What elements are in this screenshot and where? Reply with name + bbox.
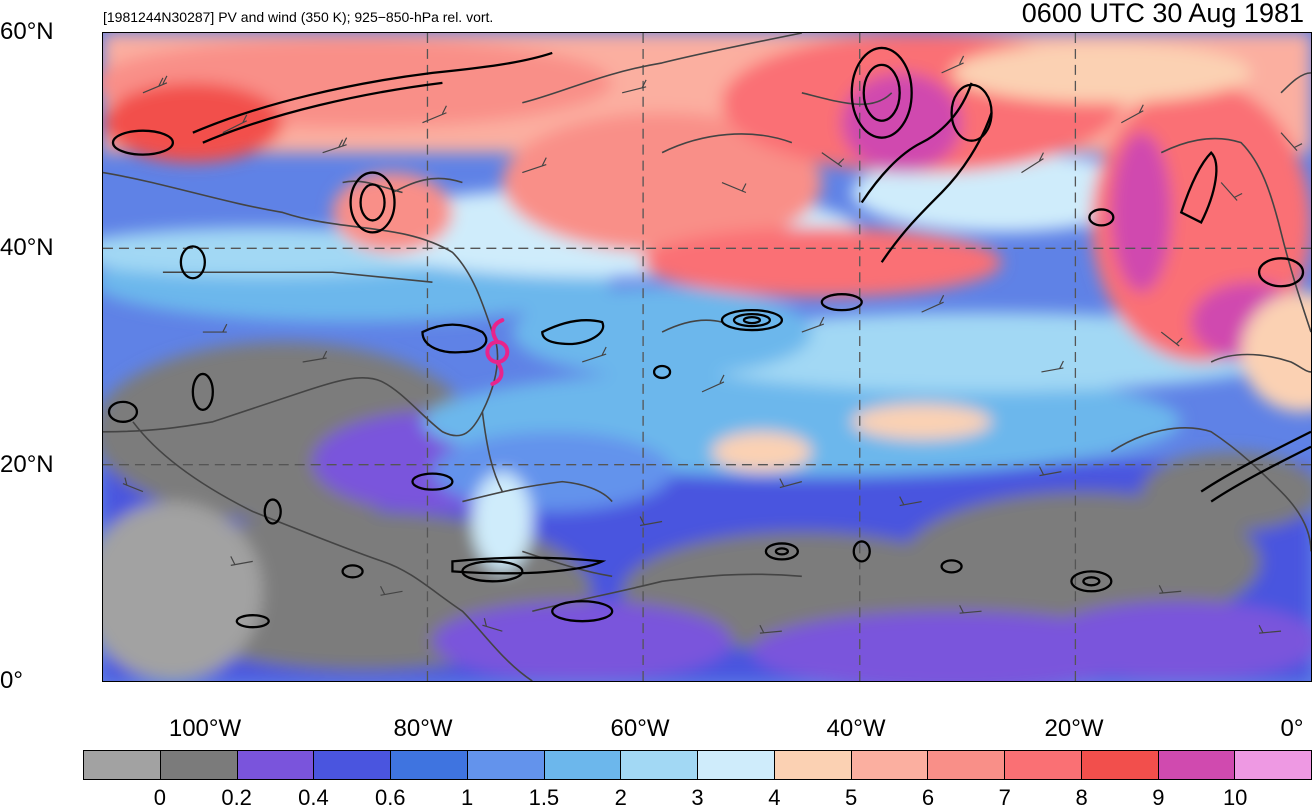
colorbar-segment	[1005, 751, 1082, 779]
lon-label-60w: 60°W	[610, 715, 670, 742]
pv-colorbar	[83, 750, 1312, 780]
colorbar-tick-label: 0.6	[374, 785, 406, 810]
colorbar-tick-label: 0.4	[298, 785, 329, 810]
lat-lon-grid	[103, 33, 1311, 681]
tropical-storm-icon	[485, 318, 510, 386]
colorbar-segment	[544, 751, 622, 779]
lon-label-0: 0°	[1280, 715, 1304, 742]
colorbar-segment	[391, 751, 468, 779]
vorticity-contours	[107, 46, 1311, 629]
colorbar-tick-label: 4	[768, 785, 781, 810]
colorbar-segment	[314, 751, 391, 779]
colorbar-segment	[237, 751, 315, 779]
colorbar-tick-label: 7	[998, 785, 1011, 810]
colorbar-tick-label: 1	[460, 785, 474, 810]
lat-label-equator: 0°	[0, 667, 23, 694]
colorbar-tick-label: 1.5	[528, 785, 560, 810]
lon-label-20w: 20°W	[1044, 715, 1104, 742]
lon-label-80w: 80°W	[393, 715, 453, 742]
colorbar-segment	[621, 751, 698, 779]
lon-label-100w: 100°W	[168, 715, 242, 742]
pv-wind-map	[102, 32, 1312, 682]
lon-label-40w: 40°W	[826, 715, 886, 742]
colorbar-segment	[774, 751, 852, 779]
figure-subtitle: [1981244N30287] PV and wind (350 K); 925…	[103, 9, 494, 25]
coastlines	[103, 33, 1311, 681]
colorbar-segment	[84, 751, 161, 779]
colorbar-segment	[1081, 751, 1159, 779]
colorbar-tick-label: 0.2	[221, 785, 252, 810]
colorbar-segment	[851, 751, 929, 779]
colorbar-tick-label: 6	[921, 785, 935, 810]
colorbar-segment	[698, 751, 775, 779]
lat-label-40n: 40°N	[0, 234, 54, 261]
lat-label-60n: 60°N	[0, 18, 54, 45]
colorbar-tick-label: 0	[153, 785, 166, 810]
valid-time-label: 0600 UTC 30 Aug 1981	[1021, 0, 1304, 28]
colorbar-segment	[467, 751, 545, 779]
colorbar-segment	[1158, 751, 1236, 779]
pv-shaded-field	[103, 33, 1311, 681]
colorbar-tick-label: 5	[845, 785, 858, 810]
colorbar-tick-label: 8	[1075, 785, 1088, 810]
colorbar-tick-label: 10	[1222, 785, 1248, 810]
colorbar-segment	[1235, 751, 1311, 779]
colorbar-tick-label: 9	[1152, 785, 1165, 810]
wind-barbs	[122, 55, 1303, 634]
colorbar-segment	[160, 751, 238, 779]
lat-label-20n: 20°N	[0, 451, 54, 478]
colorbar-segment	[928, 751, 1005, 779]
colorbar-tick-label: 2	[614, 785, 627, 810]
colorbar-tick-label: 3	[691, 785, 704, 810]
